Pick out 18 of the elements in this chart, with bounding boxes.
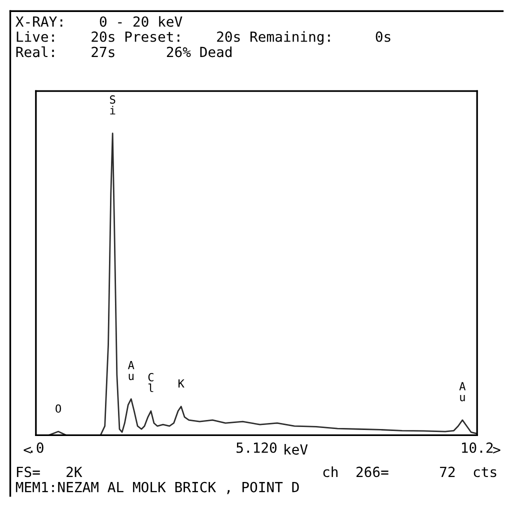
x-tick-label: 5.120 (236, 442, 277, 453)
text: < (24, 446, 31, 454)
chart-title: X-RAY: 0 - 20 keV (16, 16, 182, 27)
annotation: K (178, 379, 184, 388)
x-tick-label: 10.2 (462, 442, 493, 453)
annotation: Si (110, 95, 116, 114)
annotation: Au (459, 382, 466, 402)
x-axis-title: keV (284, 444, 308, 455)
text: Real: 27s 26% Dead (16, 46, 232, 58)
annotation: Cl (148, 372, 154, 392)
text: FS= 2K (16, 466, 82, 478)
text: > (493, 446, 500, 454)
x-tick-label: .0 (30, 442, 44, 453)
text: Live: 20s Preset: 20s Remaining: 0s (16, 31, 390, 45)
text: MEM1:NEZAM AL MOLK BRICK , POINT D (16, 482, 299, 494)
annotation: O (56, 404, 62, 413)
text: ch 266= 72 cts (323, 466, 496, 478)
annotation: Au (128, 361, 134, 380)
